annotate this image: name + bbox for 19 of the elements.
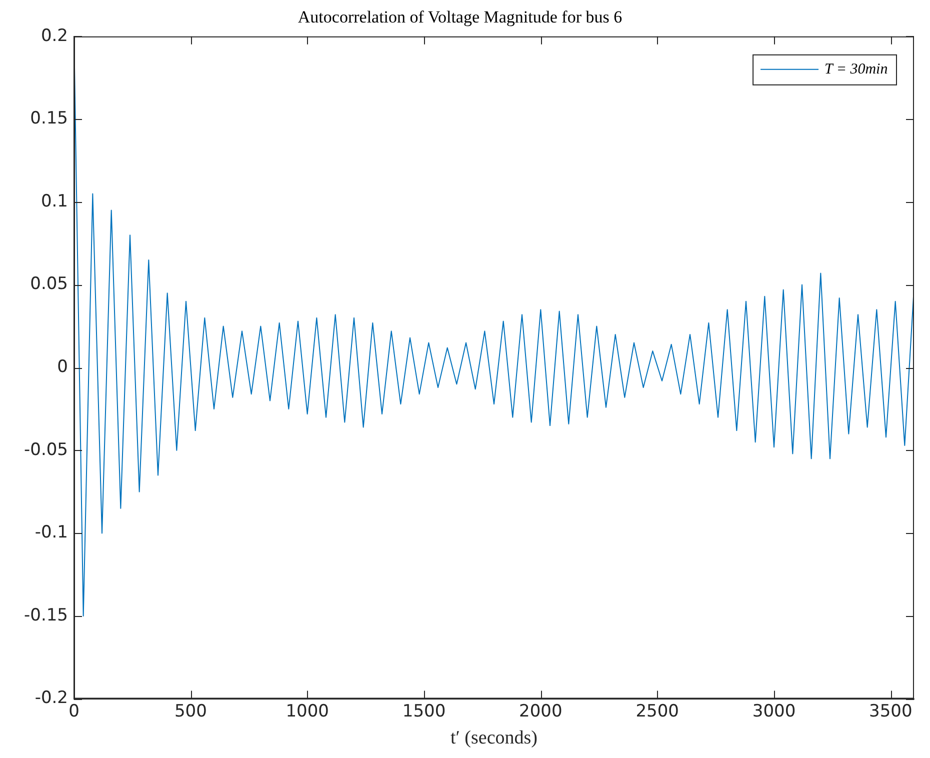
- x-tick-label: 1500: [402, 701, 446, 722]
- chart-title: Autocorrelation of Voltage Magnitude for bus 6: [298, 8, 622, 27]
- y-tick-label: 0.05: [30, 274, 68, 294]
- x-tick-label: 2500: [636, 701, 679, 722]
- y-tick-label: 0.1: [40, 191, 68, 212]
- x-tick-label: 1000: [286, 701, 329, 722]
- x-tick-label: 3000: [752, 701, 796, 722]
- y-tick-label: 0: [57, 357, 68, 378]
- x-axis-title: t′ (seconds): [450, 728, 538, 749]
- x-tick-label: 2000: [519, 701, 562, 722]
- x-tick-label: 3500: [869, 701, 912, 722]
- y-tick-label: 0.15: [30, 108, 68, 129]
- y-tick-label: -0.2: [34, 688, 68, 708]
- y-tick-label: -0.15: [24, 605, 68, 626]
- legend-label: T = 30min: [824, 61, 888, 78]
- x-tick-label: 500: [174, 701, 207, 722]
- y-tick-label: -0.1: [34, 522, 68, 543]
- y-tick-label: 0.2: [40, 26, 68, 46]
- y-tick-label: -0.05: [24, 440, 68, 460]
